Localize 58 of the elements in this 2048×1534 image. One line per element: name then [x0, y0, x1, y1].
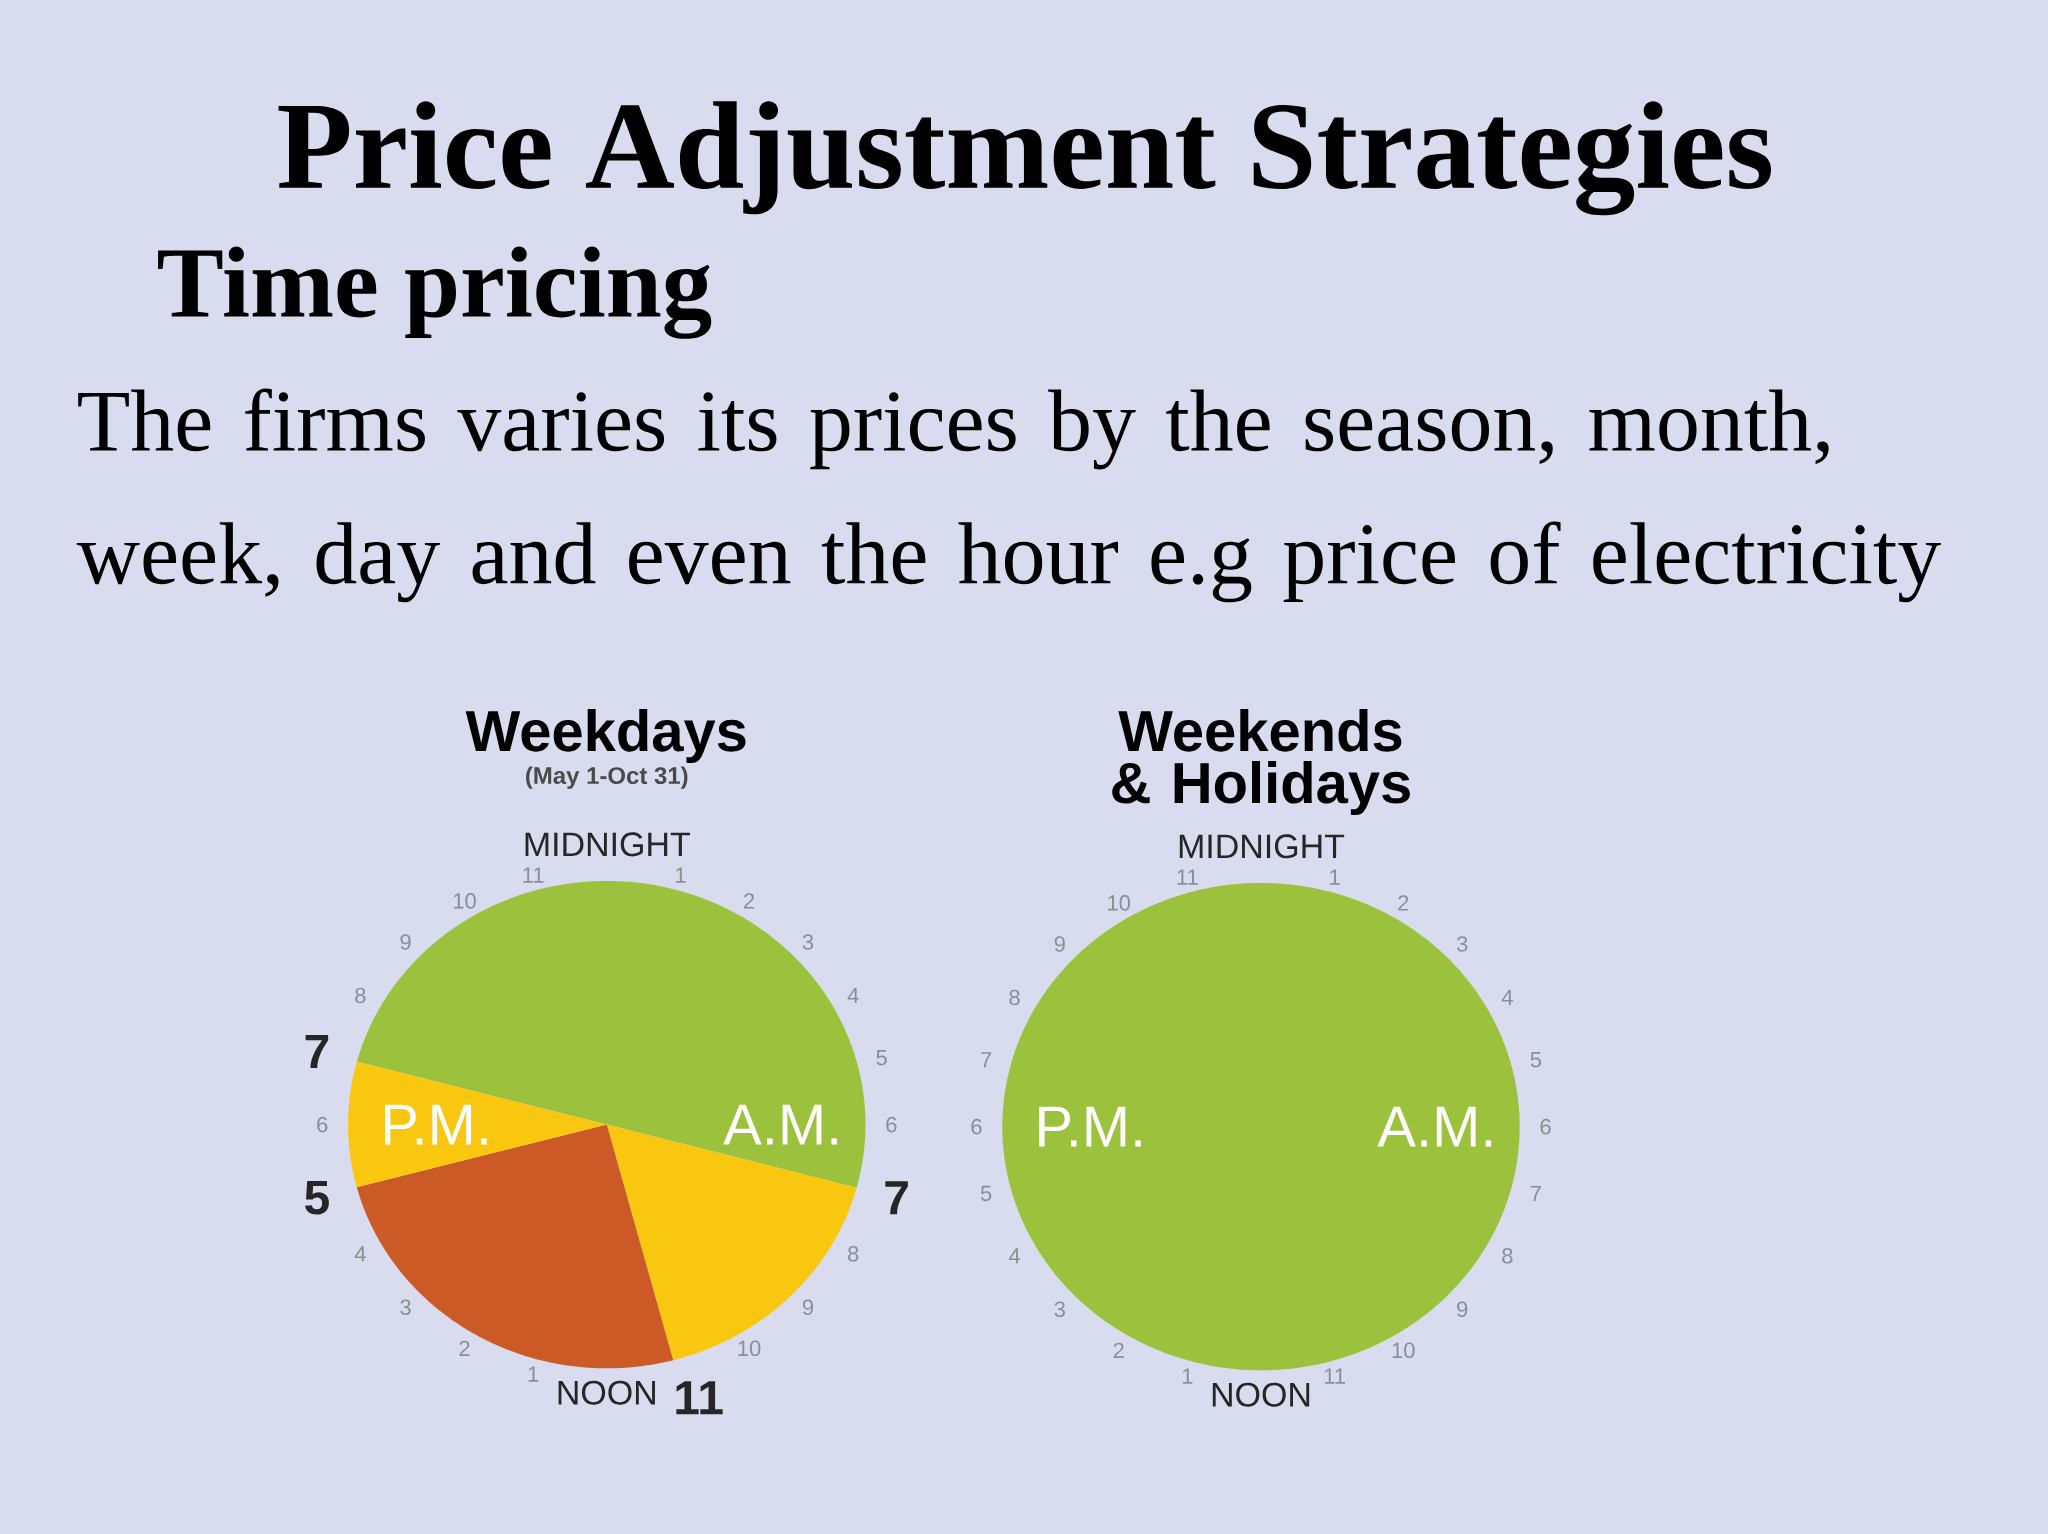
text: 3	[1054, 1301, 1065, 1317]
text: 2	[744, 893, 755, 909]
chart-title: Weekends & Holidays	[1112, 709, 1410, 815]
text: 4	[1501, 989, 1513, 1005]
text: A.M.	[1377, 1106, 1492, 1147]
text: 1	[1182, 1368, 1193, 1384]
text: Price Adjustment Strategies	[278, 101, 1772, 216]
text: 10	[738, 1340, 761, 1357]
text: 1	[528, 1366, 539, 1382]
text: 7	[885, 1181, 908, 1215]
chart-subtitle: (May 1-Oct 31)	[526, 766, 688, 789]
text: 2	[1398, 895, 1409, 911]
text: 6	[317, 1116, 328, 1133]
text: 6	[886, 1116, 897, 1133]
text: 3	[400, 1299, 411, 1315]
text: 10	[1108, 895, 1131, 911]
text: 7	[305, 1034, 329, 1068]
text: NOON	[1212, 1382, 1310, 1407]
text: 6	[1540, 1118, 1551, 1135]
text: 8	[355, 987, 366, 1004]
text: MIDNIGHT	[525, 832, 690, 857]
text: 11	[1177, 869, 1198, 885]
chart-title: Weekdays	[465, 709, 746, 764]
text: 11	[676, 1381, 723, 1415]
text: P.M.	[384, 1104, 487, 1145]
text: 3	[1456, 936, 1468, 952]
text: 8	[1009, 989, 1020, 1006]
text: NOON	[558, 1380, 655, 1405]
text: 9	[400, 934, 411, 950]
text: 5	[1530, 1052, 1542, 1068]
text: 1	[675, 867, 686, 883]
text: 10	[453, 893, 476, 909]
text: A.M.	[723, 1104, 837, 1145]
text: 9	[1457, 1301, 1468, 1317]
text: 11	[523, 867, 544, 883]
text: 8	[1502, 1247, 1513, 1264]
text: 2	[1113, 1342, 1124, 1358]
text: 7	[981, 1052, 992, 1068]
text: MIDNIGHT	[1179, 834, 1345, 859]
text: 2	[459, 1340, 470, 1356]
text: 10	[1392, 1342, 1415, 1359]
text: 11	[1324, 1368, 1345, 1384]
text: 4	[847, 987, 859, 1003]
text: 9	[802, 1299, 814, 1315]
text: 7	[1530, 1185, 1541, 1201]
text: 5	[305, 1180, 329, 1215]
text: 9	[1054, 936, 1065, 952]
text: 1	[1330, 869, 1340, 885]
text: 5	[876, 1050, 887, 1066]
text: 3	[802, 934, 814, 950]
text: The firms varies its prices by the season, month, week, day and even the hour e.g price of electricity	[76, 388, 1941, 603]
text: 8	[848, 1245, 859, 1262]
text: 4	[1008, 1248, 1021, 1264]
text: 4	[354, 1246, 366, 1262]
text: 6	[971, 1118, 982, 1135]
text: Time pricing	[158, 246, 712, 339]
text: P.M.	[1039, 1106, 1141, 1147]
text: 5	[980, 1185, 992, 1202]
